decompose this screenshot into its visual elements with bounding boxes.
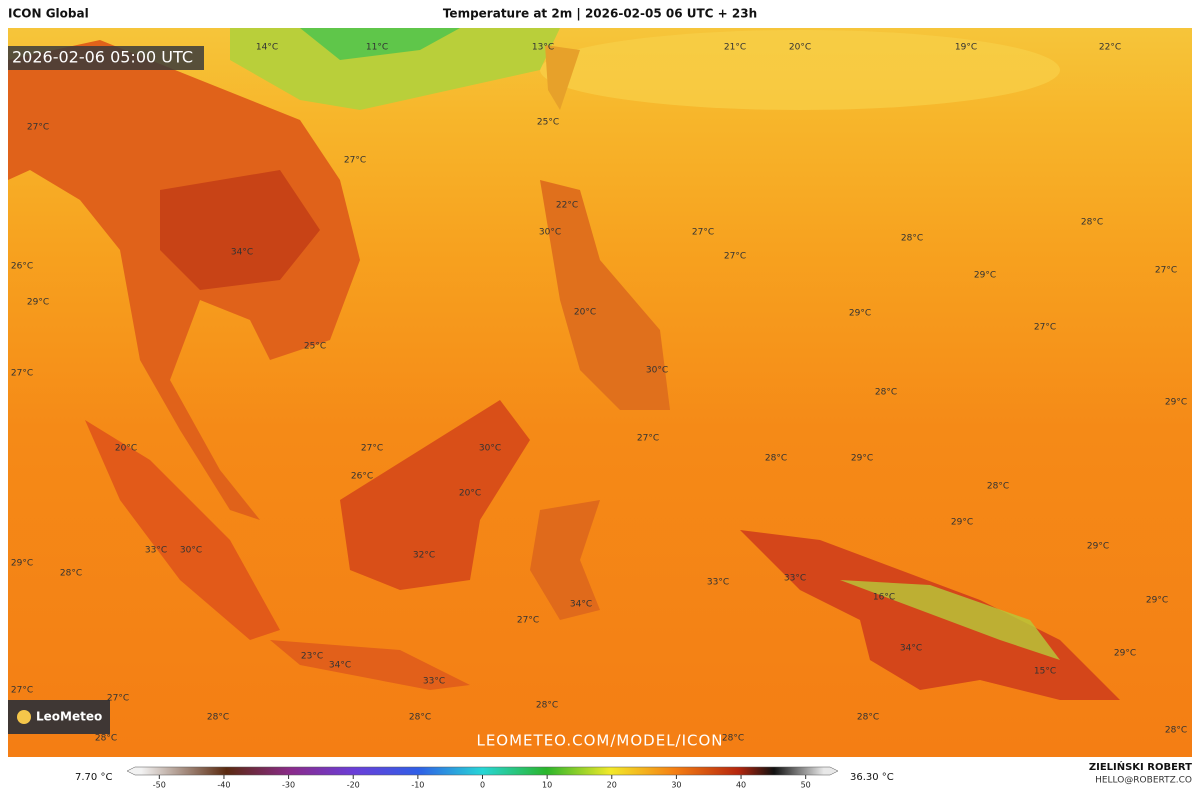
map bbox=[8, 28, 1192, 757]
temp-label: 23°C bbox=[301, 652, 323, 662]
temp-label: 33°C bbox=[423, 677, 445, 687]
temp-label: 21°C bbox=[724, 43, 746, 53]
temp-label: 20°C bbox=[789, 43, 811, 53]
temp-label: 29°C bbox=[1146, 596, 1168, 606]
temp-label: 29°C bbox=[27, 298, 49, 308]
temp-label: 29°C bbox=[974, 271, 996, 281]
temp-label: 28°C bbox=[409, 713, 431, 723]
temp-label: 32°C bbox=[413, 551, 435, 561]
temp-label: 28°C bbox=[536, 701, 558, 711]
temp-label: 19°C bbox=[955, 43, 977, 53]
logo-icon bbox=[17, 710, 31, 724]
temp-label: 20°C bbox=[459, 489, 481, 499]
min-value: 7.70 °C bbox=[75, 772, 112, 783]
temp-label: 27°C bbox=[107, 694, 129, 704]
temp-label: 27°C bbox=[637, 434, 659, 444]
temp-label: 28°C bbox=[875, 388, 897, 398]
temp-label: 14°C bbox=[256, 43, 278, 53]
temp-label: 27°C bbox=[1155, 266, 1177, 276]
temp-label: 28°C bbox=[765, 454, 787, 464]
timestamp: 2026-02-06 05:00 UTC bbox=[12, 48, 193, 67]
temp-label: 28°C bbox=[857, 713, 879, 723]
temp-label: 27°C bbox=[724, 252, 746, 262]
temp-label: 28°C bbox=[987, 482, 1009, 492]
temp-label: 29°C bbox=[1114, 649, 1136, 659]
temp-label: 27°C bbox=[27, 123, 49, 133]
temp-label: 28°C bbox=[207, 713, 229, 723]
temp-label: 29°C bbox=[951, 518, 973, 528]
timestamp-box bbox=[8, 46, 204, 70]
temp-label: 29°C bbox=[1165, 398, 1187, 408]
tick-label: 0 bbox=[480, 781, 485, 790]
temp-label: 28°C bbox=[1165, 726, 1187, 736]
temp-label: 30°C bbox=[646, 366, 668, 376]
temp-label: 25°C bbox=[304, 342, 326, 352]
temp-label: 22°C bbox=[1099, 43, 1121, 53]
temp-label: 13°C bbox=[532, 43, 554, 53]
temp-label: 26°C bbox=[351, 472, 373, 482]
temp-label: 11°C bbox=[366, 43, 388, 53]
temp-label: 27°C bbox=[344, 156, 366, 166]
logo: LeoMeteo bbox=[36, 710, 102, 724]
tick-label: -50 bbox=[153, 781, 166, 790]
temp-label: 29°C bbox=[849, 309, 871, 319]
temp-label: 29°C bbox=[11, 559, 33, 569]
tick-label: 30 bbox=[671, 781, 681, 790]
tick-label: 50 bbox=[801, 781, 811, 790]
temp-label: 25°C bbox=[537, 118, 559, 128]
temp-label: 29°C bbox=[1087, 542, 1109, 552]
title: Temperature at 2m | 2026-02-05 06 UTC + … bbox=[443, 7, 757, 21]
tick-label: -20 bbox=[347, 781, 360, 790]
colorbar bbox=[126, 766, 839, 776]
temp-label: 34°C bbox=[231, 248, 253, 258]
temp-label: 34°C bbox=[570, 600, 592, 610]
temp-label: 27°C bbox=[11, 686, 33, 696]
temp-label: 20°C bbox=[574, 308, 596, 318]
temp-label: 29°C bbox=[851, 454, 873, 464]
temp-label: 28°C bbox=[901, 234, 923, 244]
temp-label: 28°C bbox=[95, 734, 117, 744]
temp-label: 28°C bbox=[722, 734, 744, 744]
temp-label: 15°C bbox=[1034, 667, 1056, 677]
watermark: LEOMETEO.COM/MODEL/ICON bbox=[476, 732, 723, 750]
tick-label: -10 bbox=[411, 781, 424, 790]
temp-label: 33°C bbox=[145, 546, 167, 556]
temp-label: 28°C bbox=[60, 569, 82, 579]
temp-label: 27°C bbox=[517, 616, 539, 626]
temp-label: 16°C bbox=[873, 593, 895, 603]
temp-label: 22°C bbox=[556, 201, 578, 211]
tick-label: 10 bbox=[542, 781, 552, 790]
tick-label: 20 bbox=[607, 781, 617, 790]
max-value: 36.30 °C bbox=[850, 772, 894, 783]
temp-label: 34°C bbox=[900, 644, 922, 654]
author: ZIELIŃSKI ROBERT bbox=[1089, 760, 1192, 773]
model-name: ICON Global bbox=[8, 7, 89, 21]
tick-label: 40 bbox=[736, 781, 746, 790]
temp-label: 27°C bbox=[361, 444, 383, 454]
temp-label: 26°C bbox=[11, 262, 33, 272]
temp-label: 27°C bbox=[11, 369, 33, 379]
temp-label: 30°C bbox=[539, 228, 561, 238]
tick-label: -40 bbox=[217, 781, 230, 790]
temp-label: 27°C bbox=[692, 228, 714, 238]
email: HELLO@ROBERTZ.CO bbox=[1095, 776, 1192, 786]
temp-label: 33°C bbox=[784, 574, 806, 584]
temp-label: 33°C bbox=[707, 578, 729, 588]
temp-label: 30°C bbox=[180, 546, 202, 556]
temp-label: 27°C bbox=[1034, 323, 1056, 333]
temp-label: 28°C bbox=[1081, 218, 1103, 228]
temp-label: 20°C bbox=[115, 444, 137, 454]
temp-label: 34°C bbox=[329, 661, 351, 671]
tick-label: -30 bbox=[282, 781, 295, 790]
temp-label: 30°C bbox=[479, 444, 501, 454]
